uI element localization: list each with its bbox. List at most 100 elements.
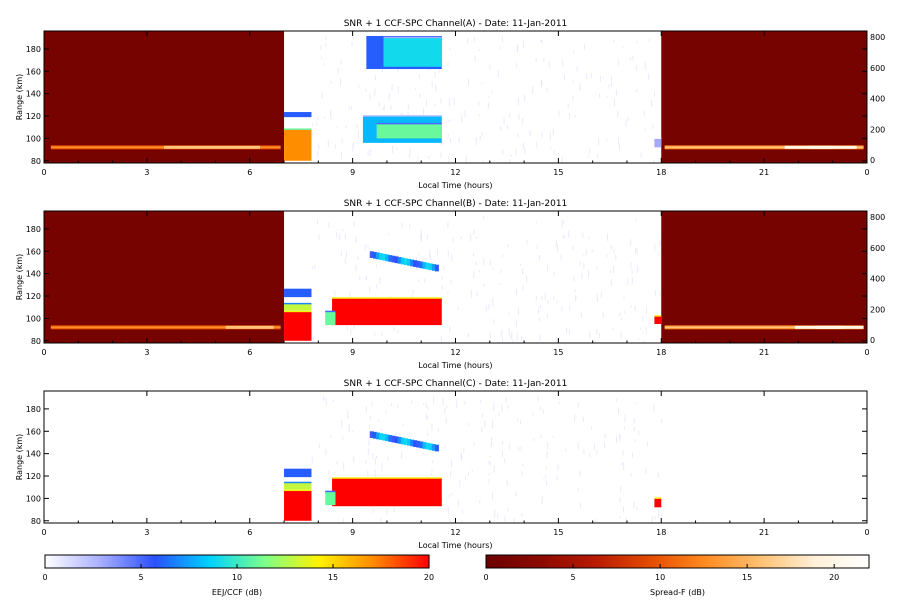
noise-point — [335, 144, 337, 149]
noise-point — [375, 264, 377, 268]
upper-echo-segment — [431, 444, 436, 451]
colorbar-cell — [682, 555, 686, 568]
noise-point — [349, 424, 351, 433]
x-tick-label: 15 — [553, 348, 563, 357]
colorbar-cell — [73, 555, 77, 568]
plot-background — [44, 391, 867, 523]
eej-echo — [654, 138, 662, 148]
colorbar-cell — [229, 555, 233, 568]
colorbar-cell — [174, 555, 178, 568]
noise-point — [447, 506, 449, 514]
noise-point — [620, 317, 622, 321]
noise-point — [352, 143, 354, 149]
noise-point — [613, 98, 615, 107]
upper-echo-segment — [428, 443, 433, 451]
spread-f-layer-core — [664, 146, 864, 149]
colorbar-cell — [694, 555, 698, 568]
noise-point — [443, 265, 445, 270]
noise-point — [596, 329, 598, 335]
x-axis-label: Local Time (hours) — [418, 541, 492, 550]
noise-point — [503, 117, 505, 125]
colorbar-cell — [277, 555, 281, 568]
noise-point — [401, 451, 403, 459]
colorbar-cell — [847, 555, 851, 568]
noise-point — [524, 94, 526, 102]
noise-point — [536, 244, 538, 249]
colorbar-cell — [660, 555, 664, 568]
upper-echo-segment — [410, 439, 415, 447]
colorbar-cell — [405, 555, 408, 568]
colorbar-cell — [249, 555, 252, 568]
colorbar-cell — [203, 555, 207, 568]
eej-echo-edge — [284, 110, 312, 113]
x-axis-label: Local Time (hours) — [418, 181, 492, 190]
noise-point — [367, 243, 369, 248]
colorbar-cell — [828, 555, 832, 568]
noise-point — [497, 513, 499, 519]
colorbar-cell — [866, 555, 870, 568]
noise-point — [441, 276, 443, 280]
noise-point — [488, 460, 490, 465]
noise-point — [359, 275, 361, 280]
noise-point — [352, 148, 354, 152]
noise-point — [604, 442, 606, 449]
right-axis-label: 200 — [870, 125, 885, 134]
noise-point — [540, 434, 542, 439]
plot-area — [44, 31, 867, 163]
noise-point — [620, 485, 622, 493]
colorbar-cell — [234, 555, 238, 568]
noise-point — [588, 155, 590, 158]
colorbar-cell — [90, 555, 94, 568]
noise-point — [473, 271, 475, 279]
eej-echo — [325, 311, 336, 326]
colorbar-tick-label: 15 — [742, 573, 752, 582]
noise-point — [374, 331, 376, 336]
noise-point — [520, 445, 522, 452]
colorbar-cell — [684, 555, 688, 568]
noise-point — [517, 133, 519, 138]
colorbar-cell — [825, 555, 829, 568]
noise-point — [475, 137, 477, 145]
colorbar-cell — [424, 555, 428, 568]
colorbar-cell — [292, 555, 296, 568]
noise-point — [506, 479, 508, 486]
upper-echo-segment — [372, 251, 377, 259]
colorbar-cell — [83, 555, 87, 568]
colorbar-cell — [169, 555, 173, 568]
upper-echo-segment — [425, 442, 430, 450]
colorbar-cell — [634, 555, 638, 568]
colorbar-cell — [208, 555, 212, 568]
colorbar-cell — [280, 555, 284, 568]
noise-point — [320, 56, 322, 59]
eej-echo-edge — [654, 497, 662, 499]
colorbar-cell — [514, 555, 518, 568]
colorbar-cell — [412, 555, 416, 568]
eej-echo-edge — [376, 122, 442, 125]
noise-point — [619, 434, 621, 442]
colorbar-cell — [627, 555, 631, 568]
noise-point — [552, 435, 554, 438]
colorbar-cell — [112, 555, 116, 568]
noise-point — [339, 233, 341, 241]
noise-point — [501, 404, 503, 413]
noise-point — [453, 97, 455, 105]
noise-point — [369, 424, 371, 429]
noise-point — [474, 55, 476, 62]
noise-point — [487, 102, 489, 109]
colorbar-cell — [672, 555, 676, 568]
noise-point — [501, 329, 503, 334]
noise-point — [467, 333, 469, 338]
noise-point — [371, 401, 373, 406]
noise-point — [346, 326, 348, 331]
noise-point — [468, 78, 470, 86]
noise-point — [609, 269, 611, 273]
colorbar-cell — [179, 555, 183, 568]
colorbar-cell — [725, 555, 729, 568]
colorbar-cell — [636, 555, 640, 568]
noise-point — [367, 470, 369, 477]
noise-point — [473, 442, 475, 446]
noise-point — [379, 277, 381, 284]
noise-point — [420, 235, 422, 242]
noise-point — [381, 463, 383, 472]
noise-point — [450, 279, 452, 284]
